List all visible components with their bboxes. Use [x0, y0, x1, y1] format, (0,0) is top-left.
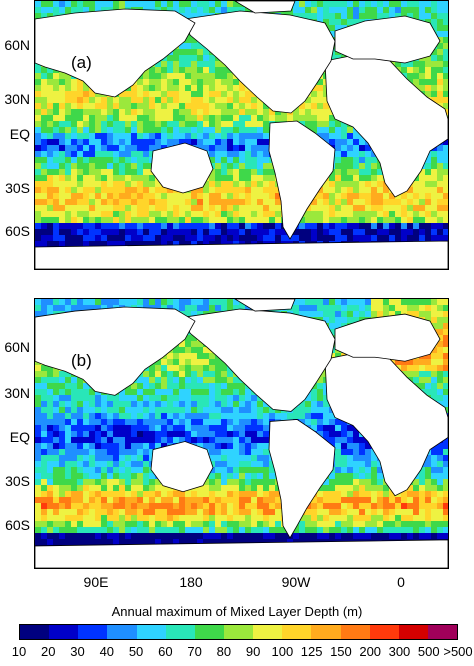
- land-mass: [150, 142, 214, 194]
- colorbar-tick-label: 80: [216, 644, 232, 659]
- land-mass: [184, 308, 336, 412]
- land-mass: [324, 350, 448, 497]
- panel-label-b: (b): [71, 351, 92, 370]
- colorbar-tick-label: 20: [41, 644, 56, 659]
- land-mass: [324, 52, 448, 198]
- lon-label-0: 0: [397, 574, 405, 590]
- colorbar-swatch: [223, 625, 254, 639]
- land-mass: [268, 419, 336, 539]
- colorbar-swatch: [340, 625, 370, 639]
- land-mass: [268, 120, 336, 240]
- lat-label-60n-a: 60N: [4, 37, 30, 53]
- lon-label-90w: 90W: [281, 574, 311, 590]
- map-panel-b: (b): [34, 298, 449, 569]
- land-mass: [35, 8, 196, 98]
- colorbar-swatch: [311, 625, 341, 639]
- lat-label-30s-a: 30S: [5, 180, 30, 196]
- map-panel-a: (a): [34, 0, 449, 270]
- lat-label-60n-b: 60N: [4, 339, 30, 355]
- colorbar-swatch: [165, 625, 195, 639]
- land-mass: [234, 299, 296, 312]
- colorbar-tick-label: 100: [271, 644, 294, 659]
- land-mass: [184, 10, 336, 114]
- colorbar-tick-label: 125: [300, 644, 323, 659]
- colorbar-tick-label: 10: [11, 644, 27, 659]
- land-mass: [234, 1, 296, 14]
- lat-label-30n-a: 30N: [4, 91, 30, 107]
- lon-label-180: 180: [179, 574, 203, 590]
- colorbar-ticks: 10 20 30 40 50 60 70 80 90 100 125 150 200 300 500 >500: [0, 644, 474, 664]
- colorbar-swatch: [107, 625, 137, 639]
- colorbar-tick-label: 200: [359, 644, 382, 659]
- lat-label-30s-b: 30S: [5, 473, 30, 489]
- colorbar-tick-label: 60: [158, 644, 173, 659]
- colorbar-swatch: [136, 625, 166, 639]
- panel-label-a: (a): [71, 53, 92, 72]
- colorbar-swatch: [253, 625, 283, 639]
- colorbar-tick-label: 90: [245, 644, 261, 659]
- colorbar-swatch: [398, 625, 428, 639]
- lat-label-eq-a: EQ: [9, 126, 30, 142]
- colorbar-swatch: [78, 625, 108, 639]
- lon-label-90e: 90E: [83, 574, 109, 590]
- lat-label-60s-a: 60S: [5, 223, 30, 239]
- colorbar-tick-label: 40: [99, 644, 115, 659]
- mld-map-b: [35, 299, 448, 568]
- land-mass: [35, 306, 196, 396]
- colorbar-swatch: [427, 625, 458, 639]
- colorbar-tick-label: 500: [417, 644, 440, 659]
- colorbar-tick-label: 300: [388, 644, 411, 659]
- lat-label-30n-b: 30N: [4, 385, 30, 401]
- colorbar-tick-label: 70: [187, 644, 202, 659]
- colorbar-swatch: [49, 625, 79, 639]
- colorbar-tick-label: 150: [330, 644, 352, 659]
- mld-map-a: [35, 1, 448, 269]
- colorbar-swatch: [20, 625, 50, 639]
- land-mass: [334, 15, 441, 64]
- colorbar-swatch: [282, 625, 312, 639]
- colorbar: [19, 624, 458, 640]
- colorbar-title: Annual maximum of Mixed Layer Depth (m): [111, 604, 363, 619]
- colorbar-tick-label: >500: [443, 644, 473, 659]
- colorbar-tick-label: 50: [128, 644, 144, 659]
- colorbar-swatch: [369, 625, 399, 639]
- lat-label-60s-b: 60S: [5, 517, 30, 533]
- land-mass: [150, 441, 214, 493]
- land-mass: [35, 539, 448, 568]
- land-mass: [35, 240, 448, 269]
- colorbar-tick-label: 30: [70, 644, 85, 659]
- lat-label-eq-b: EQ: [9, 429, 30, 445]
- land-mass: [334, 313, 441, 362]
- colorbar-swatch: [194, 625, 224, 639]
